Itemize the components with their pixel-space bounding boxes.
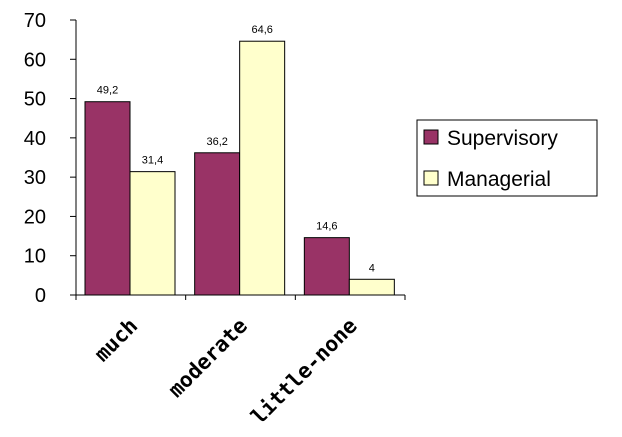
legend-label-supervisory: Supervisory: [447, 127, 558, 150]
category-label: little-none: [246, 314, 361, 429]
category-label: moderate: [164, 314, 252, 402]
data-labels: 49,2 36,2 14,6 31,4 64,6 4: [97, 24, 375, 274]
bar-supervisory-little-none: [303, 237, 350, 296]
data-label: 31,4: [142, 155, 163, 167]
y-tick-label: 50: [24, 89, 46, 111]
bar-managerial-moderate: [239, 40, 286, 296]
data-label: 14,6: [316, 221, 337, 233]
y-tick-label: 70: [24, 10, 46, 32]
bar-supervisory-much: [84, 101, 131, 296]
x-axis: [75, 294, 406, 300]
y-tick-label: 0: [35, 285, 46, 307]
y-axis: 0 10 20 30 40 50 60 70: [24, 10, 77, 307]
bar-supervisory-moderate: [194, 152, 241, 296]
bar-managerial-little-none: [348, 278, 395, 296]
category-label: much: [90, 314, 143, 367]
y-tick-label: 10: [24, 246, 46, 268]
data-label: 36,2: [206, 136, 227, 148]
legend-swatch-supervisory: [423, 129, 439, 145]
data-label: 49,2: [97, 85, 118, 97]
y-tick-label: 40: [24, 128, 46, 150]
y-tick-label: 20: [24, 206, 46, 228]
data-label: 64,6: [251, 24, 272, 36]
y-tick-label: 60: [24, 49, 46, 71]
legend-box: [416, 119, 598, 197]
legend: Supervisory Managerial: [416, 119, 598, 197]
data-label: 4: [369, 262, 375, 274]
legend-label-managerial: Managerial: [447, 168, 551, 191]
legend-swatch-managerial: [423, 170, 439, 186]
y-tick-label: 30: [24, 167, 46, 189]
bar-managerial-much: [129, 171, 176, 296]
bars: [84, 40, 395, 296]
